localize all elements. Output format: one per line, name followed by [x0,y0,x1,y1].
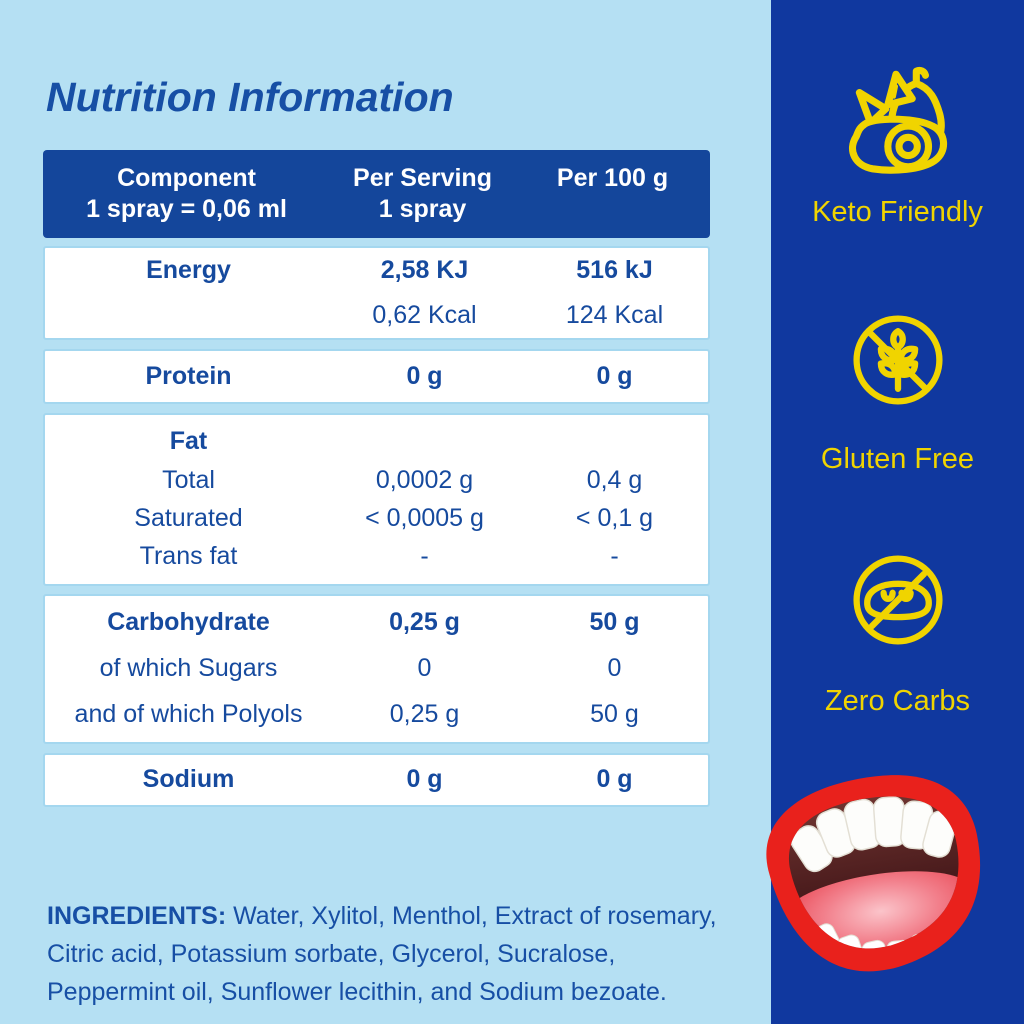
row-sublabel: of which Sugars [99,654,278,683]
value-per-100g: < 0,1 g [575,503,654,532]
ingredients-label: INGREDIENTS: [47,902,227,930]
row-sublabel: Total [162,465,215,494]
value-per-100g: 0 g [596,765,633,794]
badge-label: Gluten Free [820,443,975,475]
row-label: Fat [169,427,208,456]
feature-stripe: Keto Friendly Gluten Free Zero Carbs [766,0,1024,1024]
badge-zero-carbs: Zero Carbs [771,546,1024,718]
column-header-component: Component [117,163,256,192]
nutrition-table: Component Per Serving Per 100 g 1 spray … [43,150,710,807]
value-per-serving: 0 [417,654,432,683]
value-per-100g: 124 Kcal [565,300,664,329]
value-per-serving: 0,62 Kcal [372,300,477,329]
column-header-per-100g: Per 100 g [556,163,669,192]
row-label: Energy [146,255,231,284]
row-label: Protein [145,361,232,390]
column-header-per-serving-sub: 1 spray [378,195,467,223]
value-per-100g: - [610,542,619,571]
value-per-serving: 2,58 KJ [380,255,469,284]
value-per-100g: 0 g [596,361,633,390]
row-sublabel: Saturated [134,503,243,532]
badge-label: Keto Friendly [812,196,983,228]
value-per-serving: - [420,542,429,571]
value-per-100g: 0,4 g [586,465,643,494]
open-mouth-image [766,775,981,972]
value-per-100g: 0 [607,654,622,683]
table-row-carbohydrate: Carbohydrate 0,25 g 50 g of which Sugars… [43,594,710,744]
value-per-serving: 0 g [406,361,443,390]
value-per-serving: 0,25 g [389,608,460,637]
badge-gluten-free: Gluten Free [771,306,1024,476]
row-label: Carbohydrate [107,608,270,637]
avocado-icon [848,66,947,174]
value-per-serving: 0,0002 g [375,465,474,494]
badge-keto-friendly: Keto Friendly [771,58,1024,229]
value-per-serving: 0,25 g [389,700,460,729]
no-carbs-icon [852,555,943,645]
ingredients-list: Water, Xylitol, Menthol, Extract of rose… [47,902,717,1006]
table-row-fat: Fat Total 0,0002 g 0,4 g Saturated < 0,0… [43,413,710,586]
column-header-per-serving: Per Serving [353,163,492,192]
value-per-100g: 50 g [590,700,639,729]
nutrition-panel: Nutrition Information Component Per Serv… [43,74,737,1011]
badge-label: Zero Carbs [824,685,971,717]
table-row-energy: Energy 2,58 KJ 516 kJ 0,62 Kcal 124 Kcal [43,246,710,340]
table-row-protein: Protein 0 g 0 g [43,349,710,404]
page-title: Nutrition Information [46,74,454,120]
row-sublabel: and of which Polyols [74,700,303,729]
row-label: Sodium [142,765,235,794]
column-header-component-sub: 1 spray = 0,06 ml [86,195,287,223]
value-per-serving: < 0,0005 g [365,503,484,532]
value-per-serving: 0 g [406,765,443,794]
value-per-100g: 516 kJ [576,255,653,284]
row-sublabel: Trans fat [139,542,238,571]
no-gluten-icon [852,315,943,405]
value-per-100g: 50 g [589,608,640,637]
table-header-row: Component Per Serving Per 100 g 1 spray … [43,150,710,238]
ingredients-text: INGREDIENTS: Water, Xylitol, Menthol, Ex… [47,897,737,1011]
table-row-sodium: Sodium 0 g 0 g [43,753,710,807]
